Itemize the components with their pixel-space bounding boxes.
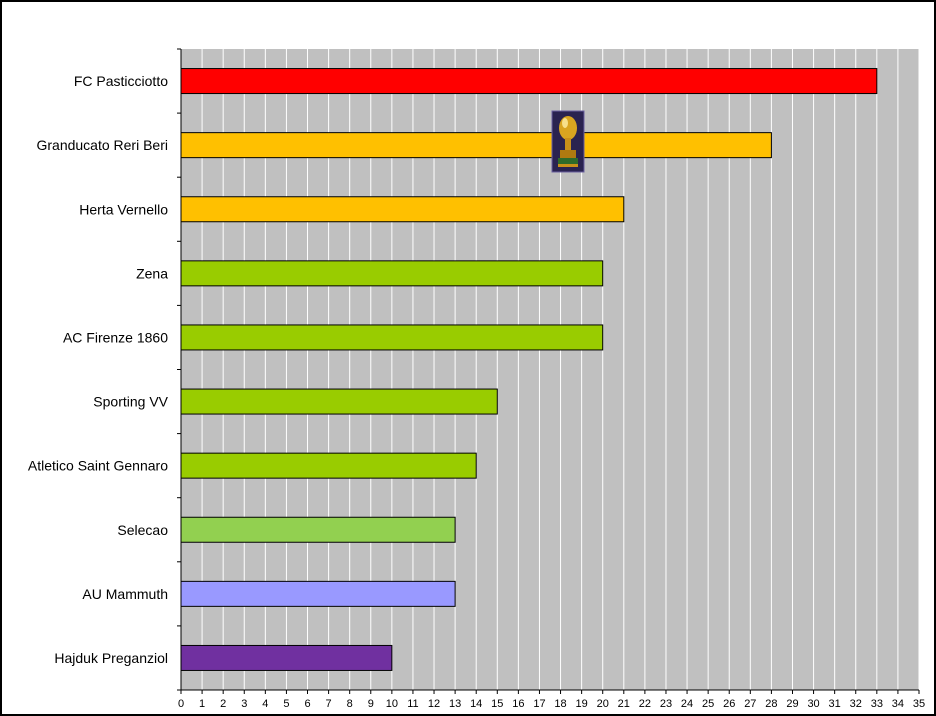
category-label: Herta Vernello <box>79 201 168 217</box>
x-tick-label: 20 <box>597 698 609 710</box>
bar <box>180 260 604 287</box>
x-tick-label: 30 <box>807 698 819 710</box>
trophy-icon <box>551 110 585 173</box>
bar <box>180 196 625 223</box>
bar <box>180 516 456 543</box>
bar <box>180 644 393 671</box>
bar <box>180 388 498 415</box>
x-tick-label: 31 <box>829 698 841 710</box>
x-tick-label: 32 <box>850 698 862 710</box>
x-tick-label: 5 <box>283 698 289 710</box>
x-tick-label: 17 <box>533 698 545 710</box>
x-tick-label: 9 <box>368 698 374 710</box>
category-labels: FC Pasticciotto Granducato Reri Beri Herta… <box>28 73 169 666</box>
bar <box>180 452 477 479</box>
x-tick-label: 24 <box>681 698 693 710</box>
bar <box>180 580 456 607</box>
category-label: Atletico Saint Gennaro <box>28 458 168 474</box>
category-label: Sporting VV <box>93 394 168 410</box>
x-tick-label: 35 <box>913 698 925 710</box>
category-label: Selecao <box>117 522 168 538</box>
x-tick-label: 26 <box>723 698 735 710</box>
category-label: Hajduk Preganziol <box>54 650 168 666</box>
x-tick-label: 33 <box>871 698 883 710</box>
x-tick-label: 13 <box>449 698 461 710</box>
x-tick-label: 10 <box>386 698 398 710</box>
x-tick-label: 25 <box>702 698 714 710</box>
x-tick-label: 18 <box>554 698 566 710</box>
x-tick-label: 2 <box>220 698 226 710</box>
x-tick-label: 16 <box>512 698 524 710</box>
x-tick-label: 19 <box>576 698 588 710</box>
bar <box>180 68 878 95</box>
x-tick-label: 29 <box>786 698 798 710</box>
x-tick-label: 22 <box>639 698 651 710</box>
x-tick-label: 34 <box>892 698 904 710</box>
x-tick-label: 21 <box>618 698 630 710</box>
x-tick-label: 3 <box>241 698 247 710</box>
x-tick-label: 0 <box>178 698 184 710</box>
bar <box>180 132 772 159</box>
category-label: FC Pasticciotto <box>74 73 168 89</box>
x-tick-labels: 0 1 2 3 4 5 6 7 8 9 10 11 12 13 14 15 16 17 18 19 20 21 22 23 24… <box>178 698 925 710</box>
x-tick-label: 14 <box>470 698 482 710</box>
bars <box>180 68 878 671</box>
category-label: Granducato Reri Beri <box>36 137 168 153</box>
x-tick-label: 27 <box>744 698 756 710</box>
x-tick-label: 7 <box>326 698 332 710</box>
x-tick-label: 6 <box>304 698 310 710</box>
category-label: AU Mammuth <box>82 586 168 602</box>
x-tick-label: 12 <box>428 698 440 710</box>
x-tick-label: 28 <box>765 698 777 710</box>
category-label: Zena <box>136 265 168 281</box>
x-tick-label: 8 <box>347 698 353 710</box>
category-label: AC Firenze 1860 <box>63 329 168 345</box>
x-tick-label: 4 <box>262 698 268 710</box>
x-tick-label: 15 <box>491 698 503 710</box>
bar <box>180 324 604 351</box>
x-tick-label: 1 <box>199 698 205 710</box>
x-tick-label: 11 <box>407 698 418 710</box>
x-tick-label: 23 <box>660 698 672 710</box>
